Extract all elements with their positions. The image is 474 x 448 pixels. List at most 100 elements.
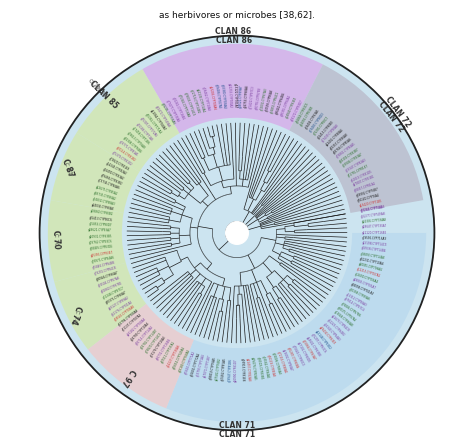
Text: g81413.CYP90C6: g81413.CYP90C6 xyxy=(89,215,113,222)
Text: C 97: C 97 xyxy=(119,367,137,388)
Text: g73734.CYP84A6: g73734.CYP84A6 xyxy=(97,179,121,191)
Text: g78462.CYP710A3: g78462.CYP710A3 xyxy=(201,86,211,112)
Text: g21673.CYP94C8: g21673.CYP94C8 xyxy=(329,314,350,333)
Text: g44601.CYP93B8: g44601.CYP93B8 xyxy=(305,336,321,358)
Text: g76800.CYP97B6: g76800.CYP97B6 xyxy=(339,302,361,318)
Text: g90355.CYP94A1: g90355.CYP94A1 xyxy=(281,94,292,117)
Text: g69992.CYP76B7: g69992.CYP76B7 xyxy=(356,187,380,198)
Text: g88172.CYP93D7: g88172.CYP93D7 xyxy=(290,99,304,121)
Text: g95307.CYP772A5: g95307.CYP772A5 xyxy=(139,116,158,138)
Text: g31716.CYP714B2: g31716.CYP714B2 xyxy=(189,89,201,115)
Text: g18545.CYP705A8: g18545.CYP705A8 xyxy=(114,304,137,322)
Text: g33793.CYP71A4: g33793.CYP71A4 xyxy=(196,353,206,377)
Text: g33347.CYP82A3: g33347.CYP82A3 xyxy=(345,158,367,173)
Text: g71153.CYP88A1: g71153.CYP88A1 xyxy=(276,350,288,374)
Text: g58205.CYP736A6: g58205.CYP736A6 xyxy=(160,102,176,126)
Text: C 70: C 70 xyxy=(51,230,61,249)
Text: g20055.CYP708A4: g20055.CYP708A4 xyxy=(357,263,383,272)
Text: CLAN 71: CLAN 71 xyxy=(219,430,255,439)
Text: g32690.CYP706A4: g32690.CYP706A4 xyxy=(354,272,379,285)
Text: g87511.CYP735A1: g87511.CYP735A1 xyxy=(161,340,177,364)
Text: g70599.CYP96A5: g70599.CYP96A5 xyxy=(265,88,274,112)
Text: g36906.CYP83A7: g36906.CYP83A7 xyxy=(342,152,364,168)
Text: g39550.CYP716A3: g39550.CYP716A3 xyxy=(362,236,387,241)
Text: g63380.CYP706A4: g63380.CYP706A4 xyxy=(220,83,227,109)
Text: g26182.CYP708A8: g26182.CYP708A8 xyxy=(126,317,147,337)
Circle shape xyxy=(40,35,434,431)
Text: g75379.CYP81D2: g75379.CYP81D2 xyxy=(111,151,133,167)
Text: g22253.CYP705A2: g22253.CYP705A2 xyxy=(227,83,232,108)
Text: CLAN 71: CLAN 71 xyxy=(219,421,255,430)
Text: g27807.CYP81B1: g27807.CYP81B1 xyxy=(352,175,375,187)
Text: g70241.CYP716B1: g70241.CYP716B1 xyxy=(171,96,185,121)
Text: g94753.CYP98A4: g94753.CYP98A4 xyxy=(244,85,250,108)
Text: C 87: C 87 xyxy=(61,158,76,179)
Text: g56519.CYP83B1: g56519.CYP83B1 xyxy=(255,356,263,380)
Text: g78404.CYP93A5: g78404.CYP93A5 xyxy=(304,108,320,130)
Text: g82357.CYP86A8: g82357.CYP86A8 xyxy=(329,132,349,151)
Text: g82860.CYP97B1: g82860.CYP97B1 xyxy=(100,281,123,294)
Text: C 74: C 74 xyxy=(72,308,80,322)
Text: g84159.CYP83B7: g84159.CYP83B7 xyxy=(339,147,361,164)
Text: g31248.CYP97C7: g31248.CYP97C7 xyxy=(102,286,126,300)
Text: g89735.CYP86A2: g89735.CYP86A2 xyxy=(93,191,117,201)
Text: g55846.CYP94B8: g55846.CYP94B8 xyxy=(92,261,116,270)
Text: g75345.CYP716A8: g75345.CYP716A8 xyxy=(177,94,190,119)
Text: C 87: C 87 xyxy=(64,161,73,175)
Text: g15866.CYP93A7: g15866.CYP93A7 xyxy=(301,339,316,361)
Text: g58049.CYP93D4: g58049.CYP93D4 xyxy=(89,245,113,251)
Text: g96008.CYP86A3: g96008.CYP86A3 xyxy=(271,352,282,376)
Text: g10114.CYP81B2: g10114.CYP81B2 xyxy=(115,146,136,162)
Wedge shape xyxy=(166,233,426,422)
Text: g15189.CYP71A5: g15189.CYP71A5 xyxy=(135,122,154,142)
Text: CLAN 86: CLAN 86 xyxy=(215,27,252,36)
Text: g96504.CYP97A8: g96504.CYP97A8 xyxy=(98,276,121,288)
Text: g15853.CYP90D7: g15853.CYP90D7 xyxy=(89,222,112,228)
Text: g61615.CYP81D5: g61615.CYP81D5 xyxy=(350,169,373,182)
Text: g85654.CYP749A6: g85654.CYP749A6 xyxy=(172,345,186,370)
Text: g29860.CYP90B2: g29860.CYP90B2 xyxy=(90,209,114,217)
Text: g90442.CYP94B4: g90442.CYP94B4 xyxy=(275,91,287,115)
Text: g49476.CYP83A5: g49476.CYP83A5 xyxy=(250,357,257,381)
Text: g14245.CYP82A2: g14245.CYP82A2 xyxy=(105,161,128,176)
Text: g79861.CYP84A5: g79861.CYP84A5 xyxy=(336,142,357,159)
Text: as herbivores or microbes [38,62].: as herbivores or microbes [38,62]. xyxy=(159,11,315,20)
Text: g80373.CYP98A7: g80373.CYP98A7 xyxy=(105,291,128,306)
Text: g44305.CYP736A8: g44305.CYP736A8 xyxy=(361,218,387,224)
Text: g40990.CYP81D7: g40990.CYP81D7 xyxy=(234,358,238,382)
Text: g42148.CYP93D2: g42148.CYP93D2 xyxy=(314,329,332,350)
Text: g84098.CYP701A3: g84098.CYP701A3 xyxy=(350,283,375,297)
Text: g77477.CYP735A5: g77477.CYP735A5 xyxy=(165,99,181,123)
Text: g13048.CYP96A8: g13048.CYP96A8 xyxy=(333,310,354,328)
Text: g39947.CYP81B6: g39947.CYP81B6 xyxy=(228,358,233,382)
Text: g42401.CYP88A4: g42401.CYP88A4 xyxy=(325,128,345,147)
Text: g35207.CYP93C6: g35207.CYP93C6 xyxy=(310,332,327,354)
Text: g13122.CYP701A7: g13122.CYP701A7 xyxy=(233,82,237,108)
Text: g81231.CYP710A6: g81231.CYP710A6 xyxy=(359,257,384,266)
Text: g96855.CYP94C1: g96855.CYP94C1 xyxy=(270,90,281,113)
Text: g38893.CYP714A5: g38893.CYP714A5 xyxy=(360,252,386,260)
Text: g42675.CYP85A2: g42675.CYP85A2 xyxy=(95,185,119,196)
Text: g56119.CYP85A5: g56119.CYP85A5 xyxy=(266,353,275,377)
Text: g56140.CYP76A2: g56140.CYP76A2 xyxy=(357,193,381,203)
Text: g82308.CYP76B4: g82308.CYP76B4 xyxy=(122,135,143,154)
Text: g80732.CYP716B6: g80732.CYP716B6 xyxy=(155,338,172,361)
Text: g52223.CYP94B2: g52223.CYP94B2 xyxy=(326,318,346,337)
Wedge shape xyxy=(54,263,146,349)
Text: CLAN 85: CLAN 85 xyxy=(87,78,107,98)
Text: CLAN 86: CLAN 86 xyxy=(216,36,252,45)
Wedge shape xyxy=(88,304,194,409)
Text: C 74: C 74 xyxy=(69,305,83,325)
Text: g41457.CYP82A8: g41457.CYP82A8 xyxy=(245,358,251,381)
Text: g29430.CYP93E5: g29430.CYP93E5 xyxy=(318,326,336,346)
Text: g12215.CYP707A2: g12215.CYP707A2 xyxy=(356,267,382,279)
Text: g60575.CYP97A2: g60575.CYP97A2 xyxy=(336,306,357,323)
Text: g39771.CYP81A1: g39771.CYP81A1 xyxy=(118,140,139,158)
Text: g76200.CYP90C7: g76200.CYP90C7 xyxy=(313,116,331,136)
Text: g94782.CYP714B7: g94782.CYP714B7 xyxy=(139,328,159,350)
Text: g30398.CYP99A6: g30398.CYP99A6 xyxy=(348,288,371,302)
Text: g14227.CYP736A6: g14227.CYP736A6 xyxy=(166,343,182,367)
Text: g48803.CYP705A7: g48803.CYP705A7 xyxy=(352,278,377,291)
Text: g81472.CYP749A8: g81472.CYP749A8 xyxy=(154,105,171,129)
Text: g22135.CYP714A1: g22135.CYP714A1 xyxy=(195,87,206,113)
